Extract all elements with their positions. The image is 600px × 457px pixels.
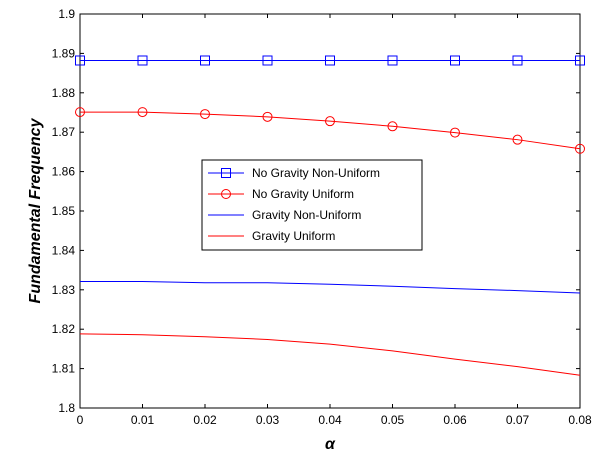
y-tick-label: 1.8 [58, 401, 75, 415]
series-line [79, 333, 581, 376]
y-tick-label: 1.9 [58, 7, 75, 21]
series-2 [75, 107, 585, 154]
data-point [200, 109, 210, 120]
y-tick-label: 1.86 [52, 165, 76, 179]
data-point [325, 116, 335, 127]
x-tick-label: 0.02 [193, 413, 217, 427]
data-point [137, 55, 148, 66]
data-point [200, 55, 210, 66]
legend-label: No Gravity Uniform [252, 187, 354, 201]
x-tick-label: 0.06 [443, 413, 467, 427]
data-point [75, 55, 85, 66]
legend-label: Gravity Non-Uniform [252, 208, 361, 222]
legend-item: No Gravity Uniform [208, 187, 354, 201]
x-tick-label: 0.07 [506, 413, 530, 427]
y-tick-label: 1.89 [52, 46, 76, 60]
y-tick-label: 1.85 [52, 204, 76, 218]
legend-item: Gravity Non-Uniform [208, 208, 361, 222]
legend-marker [221, 168, 231, 178]
data-point [387, 55, 398, 66]
legend-item: Gravity Uniform [208, 229, 335, 243]
x-tick-label: 0 [77, 413, 84, 427]
data-point [387, 121, 398, 132]
data-point [575, 143, 585, 154]
data-point [325, 55, 335, 66]
x-tick-label: 0.05 [381, 413, 405, 427]
y-tick-label: 1.83 [52, 283, 76, 297]
legend: No Gravity Non-Uniform No Gravity Uniform… [201, 159, 423, 251]
data-point [262, 111, 273, 122]
legend-label: No Gravity Non-Uniform [252, 166, 380, 180]
data-point [75, 107, 85, 118]
x-tick-label: 0.01 [131, 413, 155, 427]
data-point [512, 134, 523, 145]
series-3 [80, 281, 581, 294]
y-tick-label: 1.84 [52, 243, 76, 257]
data-point [450, 127, 460, 138]
series-1 [75, 55, 585, 66]
x-tick-label: 0.04 [318, 413, 342, 427]
legend-box [201, 159, 423, 251]
data-point [262, 55, 273, 66]
data-point [512, 55, 523, 66]
data-point [450, 55, 460, 66]
legend-label: Gravity Uniform [252, 229, 335, 243]
y-tick-label: 1.88 [52, 86, 76, 100]
x-tick-label: 0.03 [256, 413, 280, 427]
axes-ticks: 0 0.01 0.02 0.03 0.04 0.05 0.06 0.07 0.08 1.8 1.81… [52, 7, 592, 427]
y-tick-label: 1.81 [52, 362, 76, 376]
x-tick-label: 0.08 [568, 413, 592, 427]
series-layer [75, 55, 585, 376]
data-point [137, 107, 148, 118]
series-4 [79, 333, 581, 376]
legend-marker [221, 189, 231, 199]
series-line [80, 281, 581, 294]
legend-item: No Gravity Non-Uniform [208, 166, 380, 180]
y-axis-label: Fundamental Frequency [27, 117, 44, 303]
series-line [80, 111, 581, 150]
x-axis-label: α [325, 436, 336, 453]
y-tick-label: 1.82 [52, 322, 76, 336]
y-tick-label: 1.87 [52, 125, 76, 139]
data-point [575, 55, 585, 66]
